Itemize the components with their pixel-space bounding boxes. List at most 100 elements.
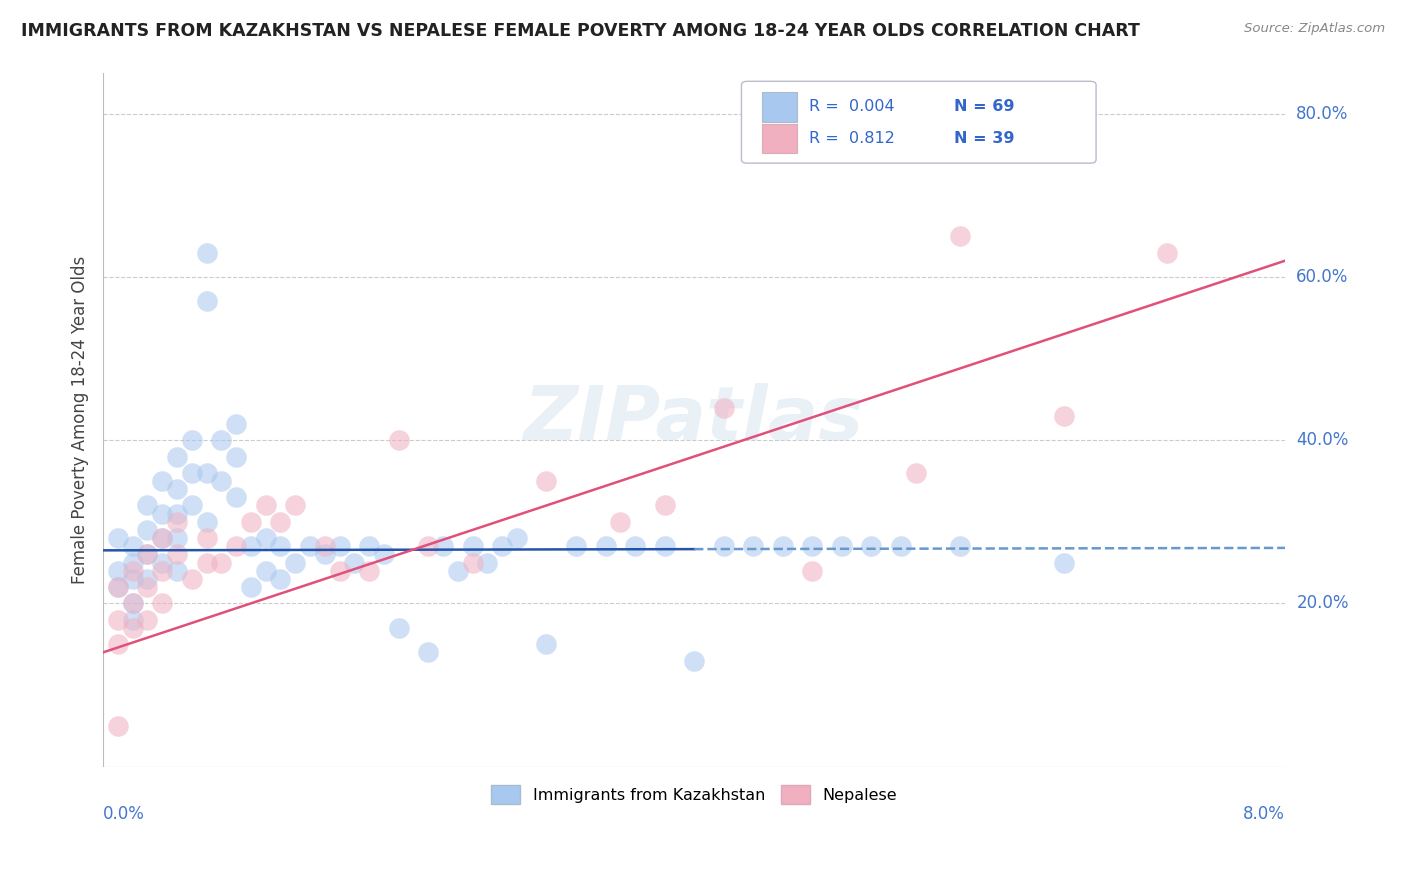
Point bbox=[949, 539, 972, 553]
Point bbox=[121, 556, 143, 570]
Point bbox=[225, 417, 247, 431]
Point bbox=[491, 539, 513, 553]
Point bbox=[595, 539, 617, 553]
Point bbox=[136, 499, 159, 513]
Text: R =  0.812: R = 0.812 bbox=[808, 131, 894, 146]
Point bbox=[536, 637, 558, 651]
Point bbox=[166, 548, 188, 562]
Point bbox=[150, 531, 173, 545]
Text: 60.0%: 60.0% bbox=[1296, 268, 1348, 286]
Point bbox=[195, 294, 218, 309]
Point bbox=[447, 564, 470, 578]
Point bbox=[107, 580, 129, 594]
Text: 80.0%: 80.0% bbox=[1296, 104, 1348, 123]
Point bbox=[107, 564, 129, 578]
Point bbox=[373, 548, 395, 562]
Point bbox=[180, 466, 202, 480]
Point bbox=[166, 515, 188, 529]
Point bbox=[461, 539, 484, 553]
Point bbox=[314, 548, 336, 562]
Point bbox=[150, 556, 173, 570]
Point bbox=[328, 539, 350, 553]
Point bbox=[343, 556, 366, 570]
Point bbox=[166, 482, 188, 496]
Point bbox=[654, 499, 676, 513]
Point bbox=[209, 556, 232, 570]
Point bbox=[418, 539, 440, 553]
Point bbox=[1156, 245, 1178, 260]
Point bbox=[565, 539, 588, 553]
Point bbox=[225, 539, 247, 553]
Point bbox=[209, 474, 232, 488]
Point bbox=[195, 466, 218, 480]
Point bbox=[150, 507, 173, 521]
Point bbox=[477, 556, 499, 570]
Point bbox=[359, 564, 381, 578]
Text: IMMIGRANTS FROM KAZAKHSTAN VS NEPALESE FEMALE POVERTY AMONG 18-24 YEAR OLDS CORR: IMMIGRANTS FROM KAZAKHSTAN VS NEPALESE F… bbox=[21, 22, 1140, 40]
Text: 8.0%: 8.0% bbox=[1243, 805, 1285, 823]
Point bbox=[136, 580, 159, 594]
Point bbox=[831, 539, 853, 553]
Text: 40.0%: 40.0% bbox=[1296, 431, 1348, 450]
Point bbox=[225, 491, 247, 505]
Text: N = 39: N = 39 bbox=[955, 131, 1015, 146]
Point bbox=[239, 580, 262, 594]
Point bbox=[461, 556, 484, 570]
Point bbox=[180, 572, 202, 586]
Point bbox=[772, 539, 794, 553]
Point bbox=[121, 564, 143, 578]
Point bbox=[609, 515, 631, 529]
Point bbox=[166, 531, 188, 545]
Bar bbox=[762, 124, 797, 153]
Text: R =  0.004: R = 0.004 bbox=[808, 99, 894, 114]
Point bbox=[1052, 409, 1074, 423]
Point bbox=[150, 474, 173, 488]
Point bbox=[890, 539, 912, 553]
Point bbox=[506, 531, 529, 545]
Point bbox=[1052, 556, 1074, 570]
Point bbox=[121, 572, 143, 586]
Point bbox=[801, 564, 824, 578]
Text: N = 69: N = 69 bbox=[955, 99, 1015, 114]
Point bbox=[107, 531, 129, 545]
Point bbox=[624, 539, 647, 553]
Point bbox=[254, 564, 277, 578]
Point bbox=[536, 474, 558, 488]
Text: 20.0%: 20.0% bbox=[1296, 594, 1348, 613]
Y-axis label: Female Poverty Among 18-24 Year Olds: Female Poverty Among 18-24 Year Olds bbox=[72, 256, 89, 584]
Point bbox=[225, 450, 247, 464]
Point bbox=[713, 401, 735, 415]
Point bbox=[359, 539, 381, 553]
FancyBboxPatch shape bbox=[741, 81, 1097, 163]
Point bbox=[269, 539, 291, 553]
Point bbox=[107, 719, 129, 733]
Point bbox=[298, 539, 321, 553]
Point bbox=[269, 572, 291, 586]
Point bbox=[683, 653, 706, 667]
Point bbox=[136, 572, 159, 586]
Point bbox=[121, 596, 143, 610]
Point bbox=[195, 556, 218, 570]
Text: 0.0%: 0.0% bbox=[103, 805, 145, 823]
Point bbox=[136, 548, 159, 562]
Point bbox=[254, 531, 277, 545]
Point bbox=[904, 466, 927, 480]
Point bbox=[166, 450, 188, 464]
Point bbox=[314, 539, 336, 553]
Legend: Immigrants from Kazakhstan, Nepalese: Immigrants from Kazakhstan, Nepalese bbox=[485, 779, 904, 811]
Point bbox=[180, 433, 202, 447]
Point bbox=[150, 564, 173, 578]
Point bbox=[801, 539, 824, 553]
Point bbox=[121, 613, 143, 627]
Point bbox=[136, 613, 159, 627]
Point bbox=[195, 531, 218, 545]
Point bbox=[107, 580, 129, 594]
Point bbox=[107, 637, 129, 651]
Point bbox=[239, 515, 262, 529]
Point bbox=[949, 229, 972, 244]
Point bbox=[654, 539, 676, 553]
Point bbox=[388, 433, 411, 447]
Point bbox=[107, 613, 129, 627]
Point bbox=[150, 596, 173, 610]
Point bbox=[166, 564, 188, 578]
